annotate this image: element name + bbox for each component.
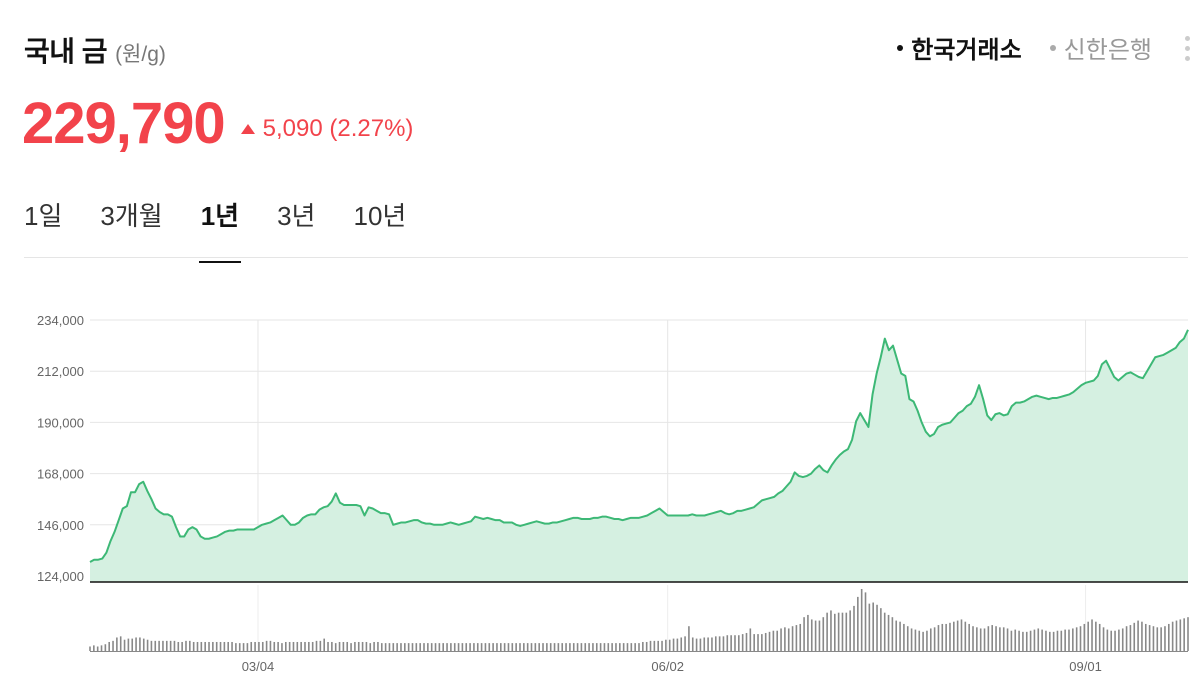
source-shinhan[interactable]: 신한은행 [1049, 30, 1152, 65]
page-title: 국내 금 [24, 36, 108, 67]
price-change-value: 5,090 (2.27%) [262, 114, 414, 142]
price-row: 229,790 5,090 (2.27%) [22, 90, 413, 157]
y-tick-label: 234,000 [37, 313, 84, 328]
x-tick-label: 06/02 [651, 659, 684, 674]
more-options-icon[interactable] [1184, 36, 1190, 66]
y-tick-label: 124,000 [37, 569, 84, 584]
tab-1year[interactable]: 1년 [198, 196, 242, 263]
current-price: 229,790 [22, 91, 226, 156]
y-tick-label: 190,000 [37, 415, 84, 430]
divider [24, 257, 1188, 258]
x-tick-label: 03/04 [242, 659, 275, 674]
tab-1day[interactable]: 1일 [24, 201, 63, 231]
tab-3months[interactable]: 3개월 [100, 201, 163, 231]
source-selector: 한국거래소 신한은행 [869, 30, 1152, 65]
y-tick-label: 212,000 [37, 364, 84, 379]
source-krx-label: 한국거래소 [911, 37, 1022, 64]
bullet-dot-icon [1049, 44, 1056, 51]
bullet-dot-icon [897, 44, 904, 51]
y-tick-label: 146,000 [37, 518, 84, 533]
price-area [90, 329, 1188, 582]
y-tick-label: 168,000 [37, 467, 84, 482]
tab-3years[interactable]: 3년 [277, 201, 316, 231]
source-shinhan-label: 신한은행 [1063, 37, 1152, 64]
period-tabs: 1일 3개월 1년 3년 10년 [24, 196, 444, 263]
triangle-up-icon [240, 123, 255, 134]
price-change: 5,090 (2.27%) [240, 114, 414, 143]
x-tick-label: 09/01 [1069, 659, 1102, 674]
price-line [89, 329, 1189, 563]
unit-label: (원/g) [115, 43, 166, 66]
tab-10years[interactable]: 10년 [353, 201, 407, 231]
title-row: 국내 금 (원/g) [24, 30, 166, 70]
source-krx[interactable]: 한국거래소 [897, 30, 1022, 65]
